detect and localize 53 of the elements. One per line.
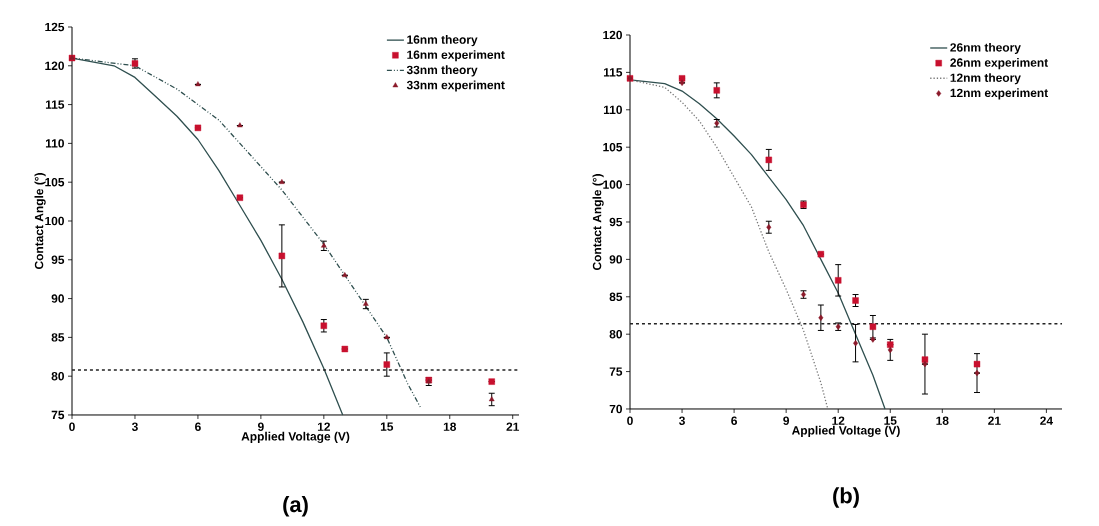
legend-label: 12nm theory bbox=[950, 73, 1021, 85]
x-tick-label: 0 bbox=[627, 416, 633, 425]
y-tick-label: 105 bbox=[603, 142, 623, 152]
legend-label: 33nm theory bbox=[406, 65, 478, 77]
x-tick-label: 12 bbox=[832, 416, 845, 425]
x-tick-label: 9 bbox=[783, 416, 790, 425]
legend-label: 16nm theory bbox=[407, 35, 478, 47]
x-tick-label: 21 bbox=[988, 416, 1001, 425]
y-tick-label: 95 bbox=[609, 217, 623, 227]
y-tick-label: 115 bbox=[45, 100, 65, 109]
x-tick-label: 6 bbox=[195, 422, 201, 431]
x-tick-label: 0 bbox=[69, 422, 75, 431]
y-tick-label: 90 bbox=[51, 294, 64, 303]
x-axis-title: Applied Voltage (V) bbox=[241, 431, 350, 444]
text: (b) bbox=[833, 487, 859, 508]
text: (a) bbox=[283, 496, 308, 517]
x-tick-label: 18 bbox=[443, 422, 457, 431]
x-tick-label: 24 bbox=[1040, 416, 1053, 425]
y-tick-label: 100 bbox=[45, 216, 64, 226]
legend-label: 26nm experiment bbox=[950, 58, 1049, 70]
y-tick-label: 85 bbox=[51, 333, 65, 342]
legend-label: 12nm experiment bbox=[950, 88, 1049, 100]
y-tick-label: 105 bbox=[45, 177, 65, 187]
y-tick-label: 125 bbox=[45, 22, 65, 32]
x-tick-label: 3 bbox=[679, 416, 685, 425]
x-tick-label: 6 bbox=[731, 416, 737, 425]
y-tick-label: 120 bbox=[45, 61, 64, 71]
y-tick-label: 110 bbox=[603, 105, 622, 115]
x-tick-label: 21 bbox=[506, 422, 520, 431]
y-tick-label: 80 bbox=[51, 371, 64, 381]
x-tick-label: 12 bbox=[317, 422, 331, 431]
legend-label: 26nm theory bbox=[950, 42, 1021, 55]
x-tick-label: 15 bbox=[380, 422, 394, 431]
x-tick-label: 15 bbox=[884, 416, 897, 425]
y-tick-label: 95 bbox=[51, 255, 65, 265]
y-tick-label: 90 bbox=[609, 255, 622, 264]
y-tick-label: 120 bbox=[603, 30, 622, 40]
x-axis-title: Applied Voltage (V) bbox=[791, 425, 900, 438]
x-tick-label: 3 bbox=[131, 422, 138, 431]
y-tick-label: 80 bbox=[609, 329, 622, 339]
y-tick-label: 115 bbox=[603, 68, 623, 77]
legend-label: 33nm experiment bbox=[406, 80, 505, 92]
y-tick-label: 75 bbox=[51, 410, 65, 420]
y-tick-label: 100 bbox=[603, 180, 622, 189]
y-tick-label: 110 bbox=[45, 139, 64, 148]
x-tick-label: 18 bbox=[936, 416, 949, 425]
y-axis-title: Contact Angle (°) bbox=[592, 174, 604, 271]
y-tick-label: 85 bbox=[609, 292, 623, 302]
x-tick-label: 9 bbox=[257, 422, 264, 431]
y-tick-label: 75 bbox=[609, 367, 623, 376]
y-axis-title: Contact Angle (°) bbox=[34, 173, 46, 270]
y-tick-label: 70 bbox=[609, 404, 622, 414]
legend-label: 16nm experiment bbox=[407, 50, 505, 62]
